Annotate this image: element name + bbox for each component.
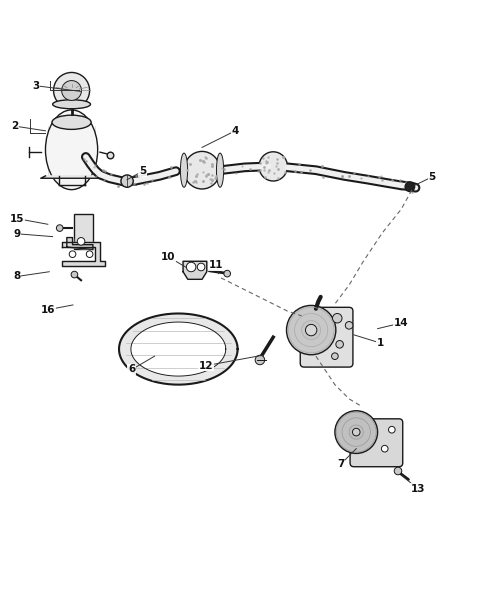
Text: 2: 2 <box>11 121 18 131</box>
Text: 5: 5 <box>429 172 436 182</box>
Circle shape <box>305 325 317 336</box>
Text: 16: 16 <box>41 305 55 315</box>
Circle shape <box>394 467 402 475</box>
Text: 12: 12 <box>199 360 213 370</box>
FancyBboxPatch shape <box>350 419 403 466</box>
Circle shape <box>61 81 82 100</box>
Text: 14: 14 <box>394 318 408 328</box>
Ellipse shape <box>52 115 91 130</box>
Text: 11: 11 <box>209 260 224 270</box>
Text: 5: 5 <box>139 166 146 176</box>
Circle shape <box>287 306 336 355</box>
Circle shape <box>352 428 360 436</box>
Text: 3: 3 <box>32 81 40 91</box>
Polygon shape <box>41 176 102 178</box>
Circle shape <box>121 175 133 187</box>
Circle shape <box>69 251 76 257</box>
Ellipse shape <box>180 153 188 187</box>
Circle shape <box>224 270 230 277</box>
Ellipse shape <box>259 152 288 181</box>
Text: 8: 8 <box>13 272 21 282</box>
Circle shape <box>382 445 388 452</box>
Text: 6: 6 <box>128 365 135 375</box>
Ellipse shape <box>53 100 91 109</box>
Circle shape <box>197 263 205 271</box>
Polygon shape <box>131 322 226 376</box>
FancyBboxPatch shape <box>300 307 353 367</box>
Circle shape <box>186 262 196 272</box>
Polygon shape <box>183 262 207 279</box>
Circle shape <box>86 251 93 257</box>
Polygon shape <box>62 242 105 266</box>
Ellipse shape <box>184 151 220 189</box>
Text: 13: 13 <box>411 484 425 494</box>
Text: 9: 9 <box>13 229 21 239</box>
Ellipse shape <box>216 153 224 187</box>
Circle shape <box>405 182 415 191</box>
Text: 15: 15 <box>10 214 24 224</box>
Text: 1: 1 <box>376 338 384 348</box>
Circle shape <box>345 322 353 329</box>
Circle shape <box>255 355 264 365</box>
Circle shape <box>333 313 342 323</box>
Bar <box>74 214 93 249</box>
Circle shape <box>71 272 78 278</box>
Circle shape <box>54 72 90 108</box>
Text: 10: 10 <box>161 252 175 262</box>
Circle shape <box>56 225 63 231</box>
Circle shape <box>107 152 114 159</box>
Ellipse shape <box>46 110 97 190</box>
Circle shape <box>388 426 395 433</box>
Circle shape <box>335 411 378 454</box>
Circle shape <box>336 340 343 348</box>
Polygon shape <box>67 237 93 249</box>
Text: 7: 7 <box>337 459 344 469</box>
Polygon shape <box>119 313 238 385</box>
Circle shape <box>332 353 338 359</box>
Text: 4: 4 <box>231 126 239 136</box>
Circle shape <box>77 237 85 245</box>
